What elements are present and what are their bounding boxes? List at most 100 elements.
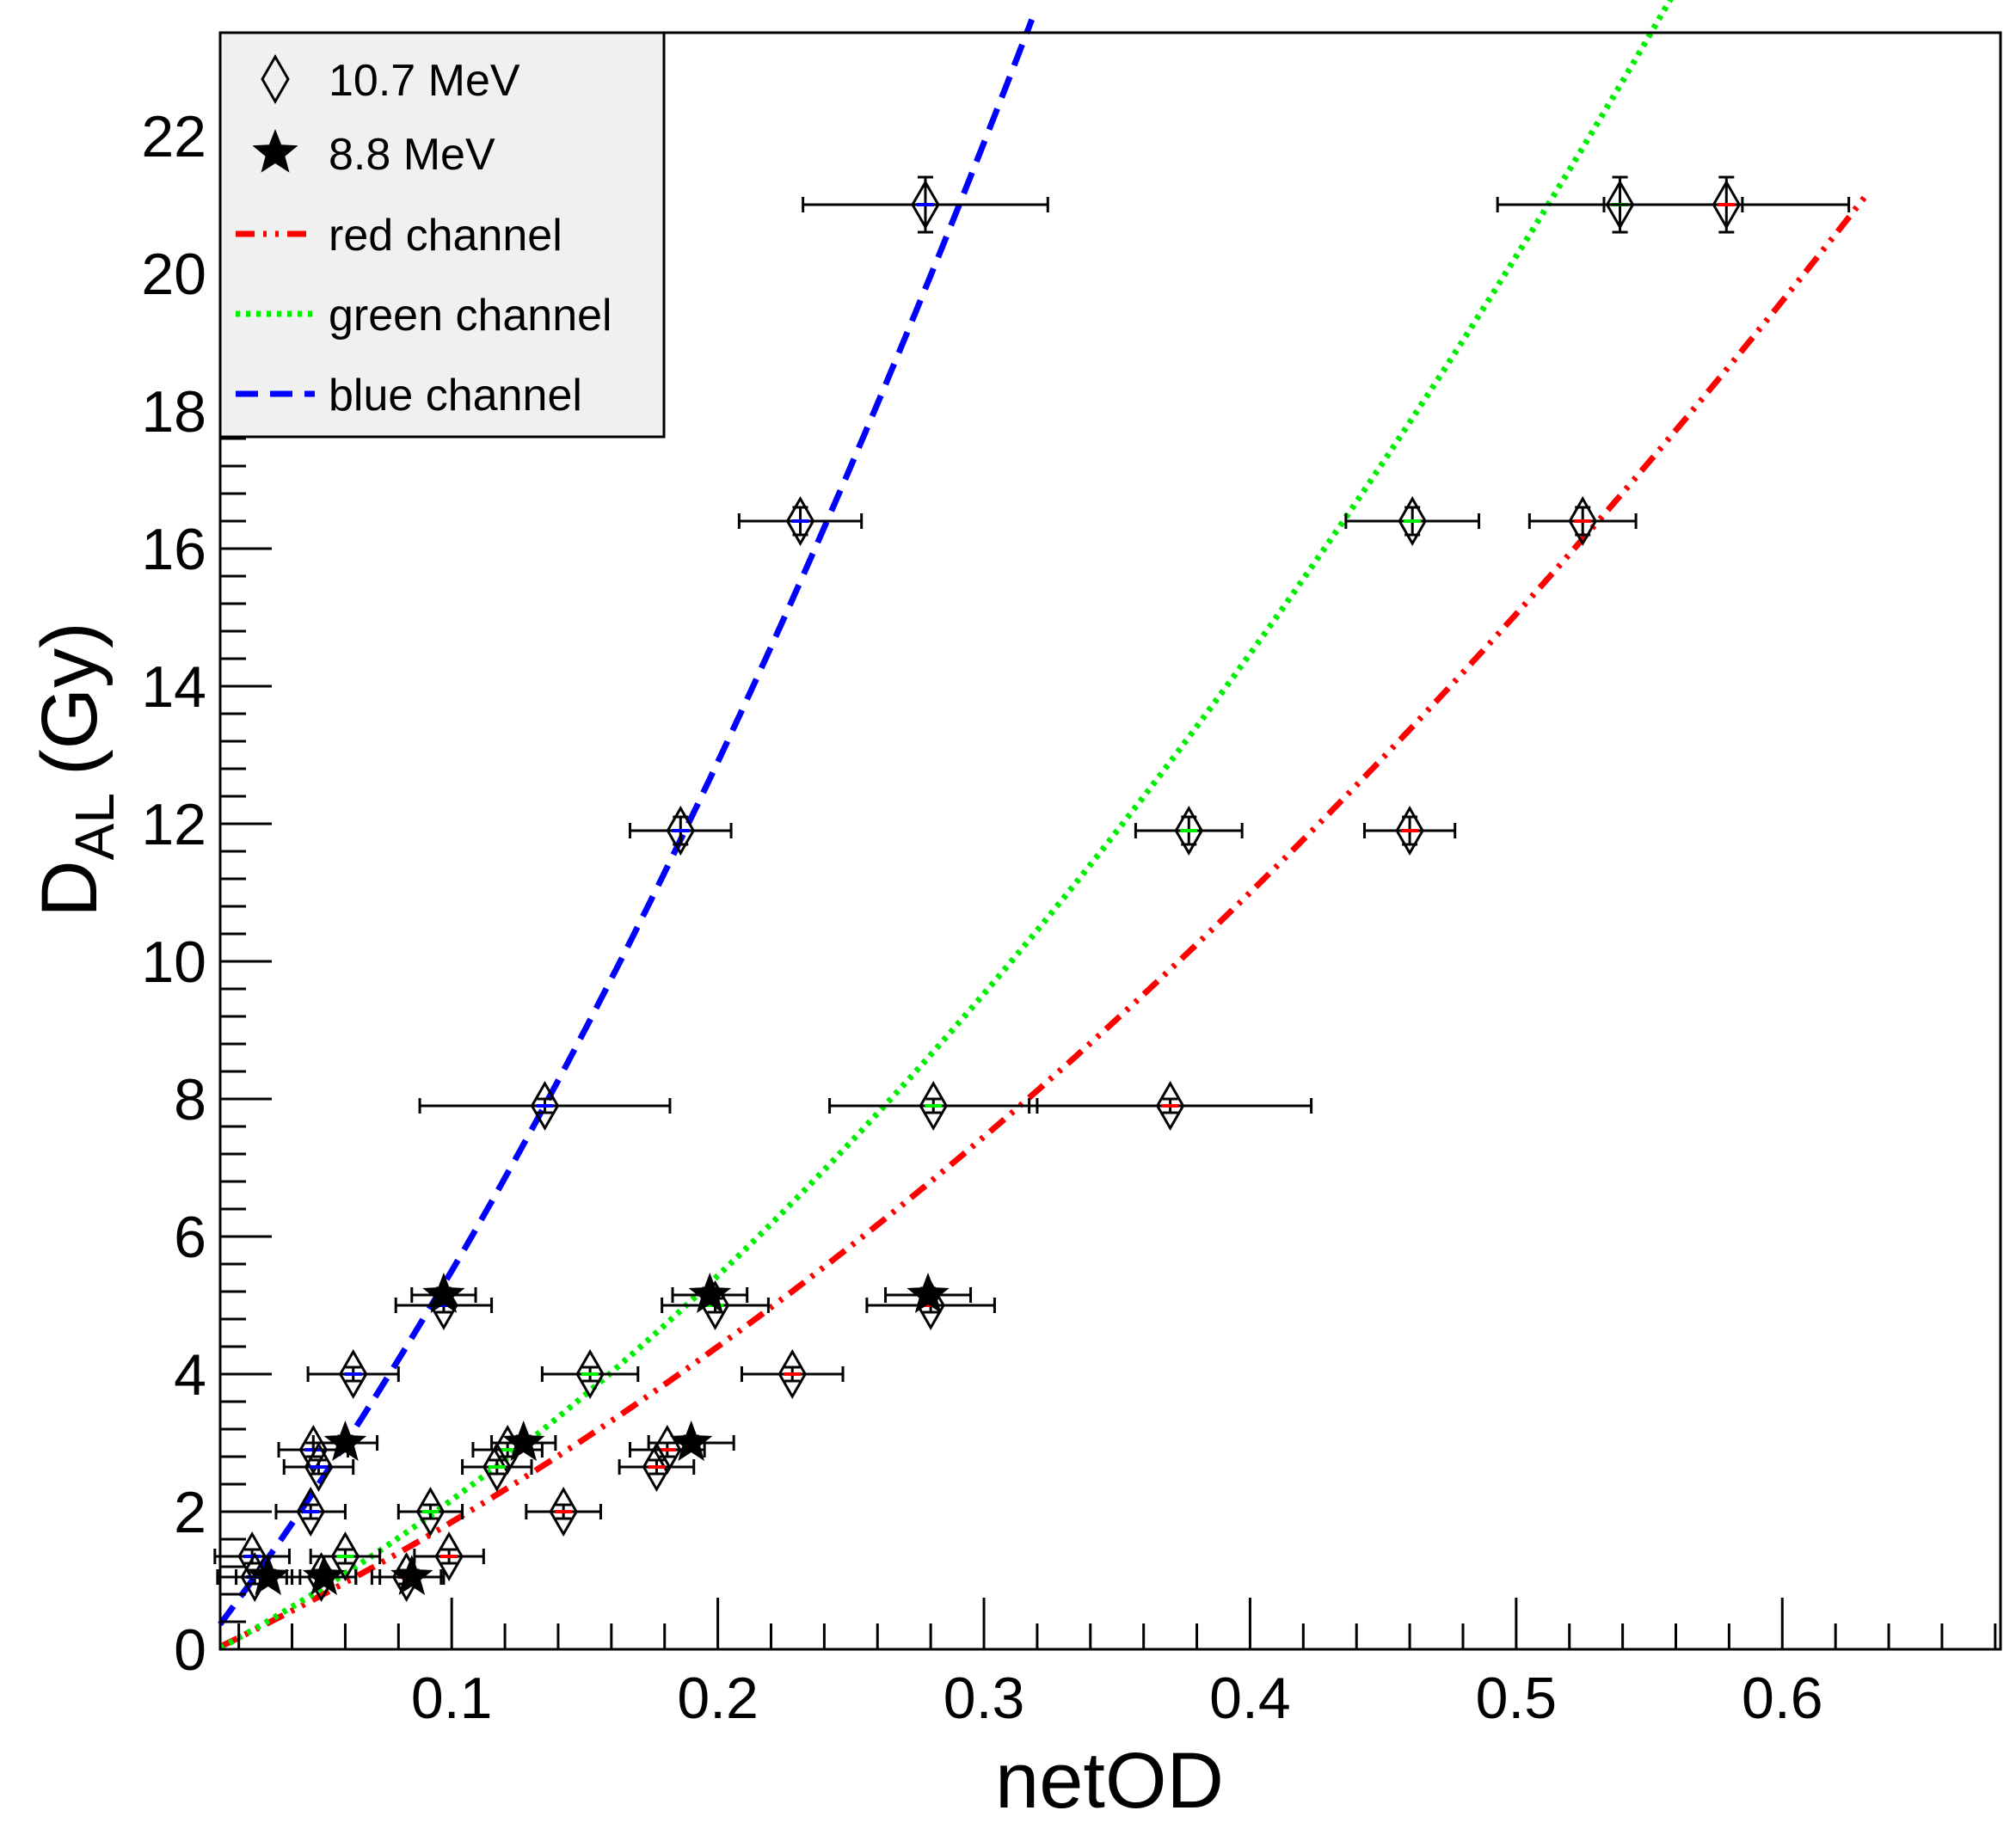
star-marker <box>502 1421 545 1461</box>
legend-entry: 8.8 MeV <box>252 129 495 180</box>
legend-entry: blue channel <box>236 371 582 420</box>
diamond-data-point <box>540 1348 640 1400</box>
y-tick-label: 16 <box>141 517 206 582</box>
diamond-data-point <box>1602 175 1851 234</box>
x-tick-label: 0.1 <box>411 1666 493 1731</box>
y-tick-label: 4 <box>174 1342 206 1408</box>
diamond-data-point <box>306 1348 400 1400</box>
diamond-marker <box>1155 1080 1185 1132</box>
diamond-data-point <box>629 805 733 856</box>
diamond-marker <box>482 1441 512 1493</box>
diamond-data-point <box>1028 1080 1313 1132</box>
diamond-data-point <box>274 1486 347 1537</box>
diamond-data-point <box>1344 495 1481 547</box>
diamond-marker <box>1395 805 1424 856</box>
y-tick-label: 10 <box>141 930 206 995</box>
y-axis-title: DAL (Gy) <box>26 622 126 918</box>
y-tick-label: 14 <box>141 654 206 720</box>
legend-label: green channel <box>329 291 612 341</box>
y-tick-label: 18 <box>141 379 206 445</box>
star-data-point <box>884 1273 973 1313</box>
diamond-data-point <box>396 1486 464 1537</box>
diamond-data-point <box>282 1441 355 1493</box>
plot-frame <box>218 31 2002 1651</box>
star-marker <box>302 1555 346 1595</box>
diamond-data-point <box>461 1441 533 1493</box>
y-tick-label: 8 <box>174 1067 206 1132</box>
diamond-marker <box>1174 805 1204 856</box>
diamond-marker <box>575 1348 605 1400</box>
legend-entry: 10.7 MeV <box>261 53 520 106</box>
star-data-point <box>378 1555 446 1595</box>
diamond-marker <box>1605 179 1635 230</box>
green-channel-fit-curve <box>218 0 1674 1651</box>
y-tick-label: 2 <box>174 1480 206 1545</box>
diamond-marker <box>919 1080 948 1132</box>
x-axis-title: netOD <box>995 1737 1224 1825</box>
legend-label: 8.8 MeV <box>329 130 495 180</box>
star-marker <box>252 129 298 173</box>
diamond-marker <box>642 1441 672 1493</box>
diamond-marker <box>304 1441 334 1493</box>
diamond-marker <box>1398 495 1427 547</box>
y-tick-label: 12 <box>141 792 206 857</box>
diamond-marker <box>530 1080 560 1132</box>
diamond-data-point <box>1362 805 1457 856</box>
x-tick-label: 0.5 <box>1476 1666 1558 1731</box>
diamond-data-point <box>413 1531 485 1582</box>
diamond-data-point <box>802 175 1049 234</box>
y-tick-label: 20 <box>141 242 206 307</box>
diamond-data-point <box>740 1348 845 1400</box>
star-data-point <box>410 1273 477 1313</box>
diamond-marker <box>330 1531 360 1582</box>
diamond-marker <box>911 179 940 230</box>
axes: 0.1 0.2 0.3 0.4 0.5 0.6 0 2 4 6 8 10 12 14 16 18 20 22 <box>141 52 1997 1731</box>
legend-entry: green channel <box>236 291 612 341</box>
y-tick-label: 6 <box>174 1205 206 1270</box>
diamond-data-point <box>1527 495 1638 547</box>
x-tick-label: 0.4 <box>1209 1666 1291 1731</box>
legend-entry: red channel <box>236 211 562 261</box>
star-marker <box>247 1555 290 1595</box>
diamond-marker <box>296 1486 325 1537</box>
diamond-marker <box>785 495 815 547</box>
legend-label: red channel <box>329 211 562 261</box>
svg-text:DAL(Gy): DAL (Gy) <box>26 622 126 918</box>
x-tick-label: 0.2 <box>677 1666 759 1731</box>
diamond-marker <box>666 805 696 856</box>
y-axis-title-main: D <box>26 860 114 917</box>
diamond-marker <box>261 53 290 105</box>
star-data-point <box>311 1421 379 1461</box>
star-data-point <box>235 1555 302 1595</box>
y-tick-label: 0 <box>174 1617 206 1683</box>
data-points <box>213 175 1851 1603</box>
legend-label: 10.7 MeV <box>329 56 520 106</box>
diamond-marker <box>434 1531 464 1582</box>
star-marker <box>688 1273 732 1313</box>
y-axis-title-subscript: AL <box>64 793 126 860</box>
star-marker <box>390 1555 433 1595</box>
star-marker <box>907 1273 950 1313</box>
star-marker <box>422 1273 465 1313</box>
star-marker <box>669 1421 713 1461</box>
diamond-data-point <box>828 1080 1039 1132</box>
diamond-marker <box>778 1348 807 1400</box>
y-tick-label: 22 <box>141 104 206 169</box>
star-data-point <box>671 1273 749 1313</box>
legend-label: blue channel <box>329 371 582 420</box>
diamond-marker <box>549 1486 578 1537</box>
diamond-marker <box>1568 495 1597 547</box>
legend: 10.7 MeV 8.8 MeV red channel green channel b… <box>218 31 666 439</box>
diamond-marker <box>338 1348 368 1400</box>
diamond-data-point <box>1134 805 1244 856</box>
star-marker <box>323 1421 367 1461</box>
diamond-data-point <box>618 1441 696 1493</box>
star-data-point <box>291 1555 358 1595</box>
diamond-data-point <box>737 495 864 547</box>
diamond-data-point <box>525 1486 602 1537</box>
diamond-data-point <box>418 1080 672 1132</box>
diamond-marker <box>415 1486 446 1537</box>
diamond-marker <box>1712 179 1742 230</box>
x-tick-label: 0.6 <box>1742 1666 1823 1731</box>
